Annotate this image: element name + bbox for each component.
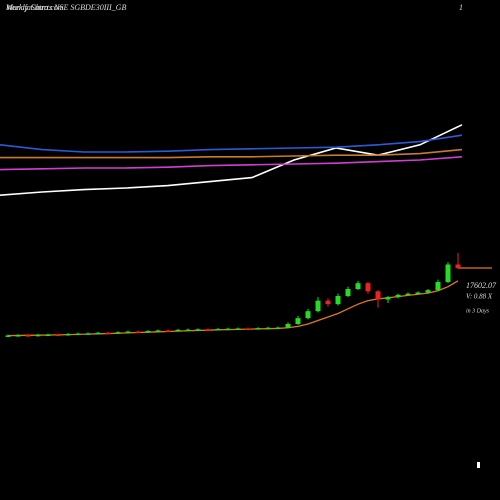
candle-body [345,289,351,296]
site-title: MunafaSutra.com [5,3,64,12]
candle-body [165,330,171,332]
candle-body [95,332,101,335]
candle-body [355,283,361,289]
candle-body [235,328,241,330]
candle-body [245,328,251,330]
candle-body [325,300,331,305]
moving-average [7,280,459,337]
candle-body [415,292,421,294]
candle-body [55,334,61,336]
indicator-line [0,148,463,159]
candle-body [185,329,191,332]
period-text: in 3 Days [466,308,490,314]
candle-body [375,291,381,300]
candle-body [175,329,181,332]
corner-label: 1 [459,3,463,12]
candle-body [65,333,71,336]
candle-body [285,324,291,328]
candle-body [265,327,271,330]
candle-body [85,333,91,335]
candle-body [125,331,131,334]
candle-body [115,332,121,334]
candle-body [45,334,51,336]
candle-body [335,296,341,305]
candle-body [255,328,261,330]
candle-body [405,293,411,296]
indicator-line [0,134,463,153]
last-price-label: 17602.07 [466,281,497,290]
candle-body [225,328,231,331]
candle-body [105,332,111,335]
candle-body [195,329,201,331]
candle-body [135,331,141,334]
indicator-line [0,156,463,171]
candle-body [35,334,41,337]
volume-text: V: 0.88 X [466,293,493,301]
candle-body [5,335,11,337]
candle-body [385,297,391,300]
candle-body [75,333,81,336]
marker [477,462,480,468]
candle-body [455,264,461,268]
indicator-line [0,124,463,196]
candle-body [205,329,211,331]
candle-body [295,318,301,324]
candle-body [15,335,21,337]
candle-body [395,294,401,298]
candle-body [215,328,221,331]
candle-body [435,282,441,291]
candle-body [155,330,161,332]
candle-body [365,283,371,292]
chart-title: Weekly Charts NSE SGBDE30III_GB [6,3,126,12]
candle-body [445,264,451,282]
candle-body [25,335,31,337]
candle-body [275,327,281,329]
candle-body [305,311,311,319]
candle-body [425,290,431,293]
candle-body [315,300,321,312]
candle-body [145,331,151,333]
